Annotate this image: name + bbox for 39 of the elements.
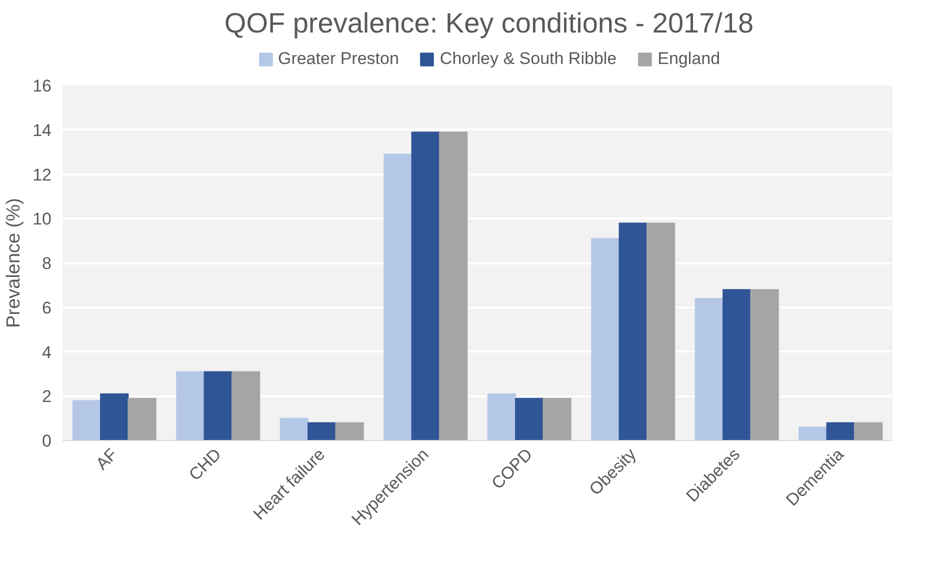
bar bbox=[854, 422, 883, 440]
bar bbox=[542, 398, 572, 440]
bar bbox=[72, 400, 102, 440]
chart-title: QOF prevalence: Key conditions - 2017/18 bbox=[224, 8, 754, 38]
bar bbox=[694, 298, 724, 440]
y-tick-label: 0 bbox=[42, 432, 52, 450]
bar bbox=[515, 398, 544, 440]
y-tick-label: 16 bbox=[32, 76, 52, 96]
y-axis-title: Prevalence (%) bbox=[4, 198, 25, 328]
bar bbox=[646, 222, 676, 440]
y-tick-label: 12 bbox=[32, 165, 52, 184]
legend-label: Chorley & South Ribble bbox=[440, 49, 617, 69]
bar bbox=[384, 154, 412, 440]
bar bbox=[335, 422, 364, 440]
bar bbox=[100, 393, 129, 440]
bar bbox=[128, 398, 156, 440]
y-tick-label: 6 bbox=[42, 298, 52, 318]
bar bbox=[826, 422, 855, 440]
bar bbox=[591, 238, 620, 440]
bar bbox=[231, 371, 260, 440]
y-tick-label: 2 bbox=[42, 387, 52, 406]
y-tick-label: 8 bbox=[42, 254, 52, 273]
y-tick-label: 4 bbox=[42, 342, 52, 362]
y-tick-label: 14 bbox=[32, 120, 52, 140]
bar bbox=[722, 289, 752, 440]
bar bbox=[618, 222, 648, 440]
bar bbox=[176, 371, 205, 440]
bar bbox=[308, 422, 336, 440]
bar bbox=[487, 393, 516, 440]
bar bbox=[280, 418, 309, 440]
legend-label: Greater Preston bbox=[278, 49, 399, 69]
y-tick-label: 10 bbox=[32, 210, 52, 229]
legend-label: England bbox=[658, 49, 720, 69]
bar bbox=[750, 289, 779, 440]
bar bbox=[411, 132, 440, 440]
bar bbox=[438, 132, 468, 440]
bar bbox=[204, 371, 232, 440]
bar bbox=[798, 426, 828, 440]
x-tick-label: AF bbox=[92, 444, 122, 474]
